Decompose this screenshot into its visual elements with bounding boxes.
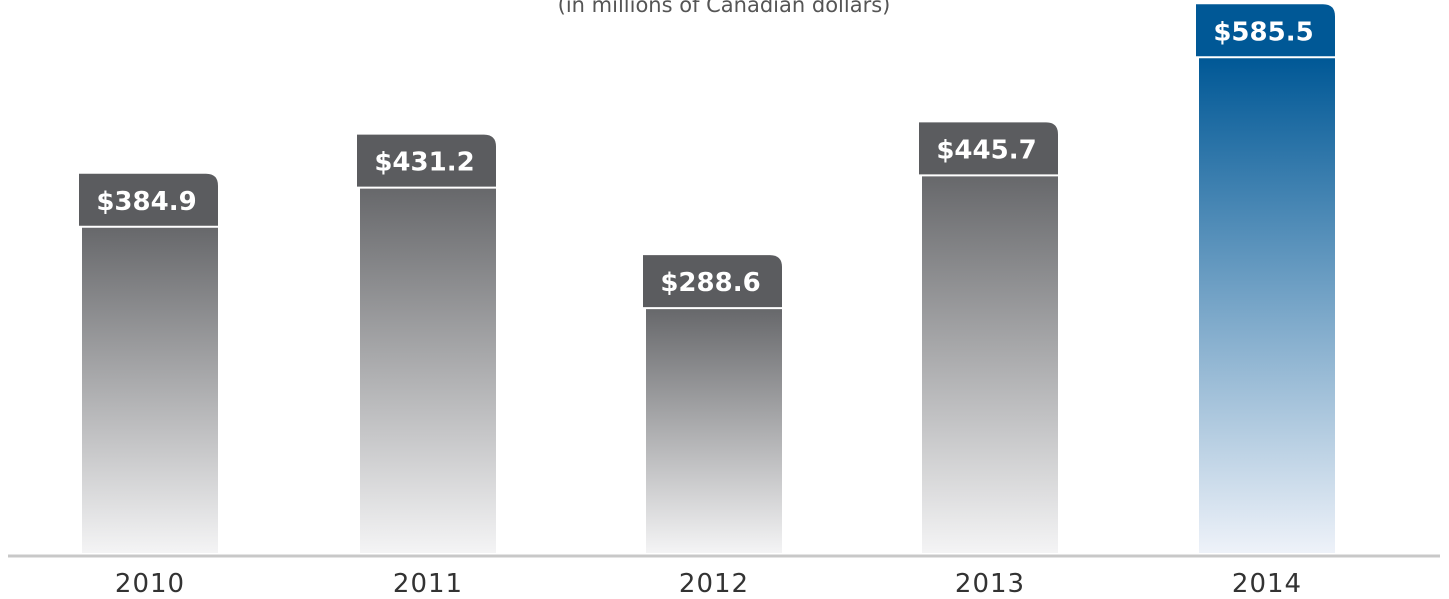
x-tick-label-2012: 2012 (679, 569, 749, 599)
value-label-2012: $288.6 (660, 268, 760, 298)
value-label-2011: $431.2 (374, 148, 474, 178)
x-tick-label-2014: 2014 (1232, 569, 1302, 599)
value-label-bg-2012 (643, 255, 782, 308)
bar-2013 (922, 176, 1058, 554)
value-label-bg-2014 (1196, 4, 1335, 57)
x-axis-labels: 2010 2011 2012 2013 2014 (115, 569, 1302, 599)
value-label-bg-2013 (919, 122, 1058, 175)
x-tick-label-2011: 2011 (393, 569, 463, 599)
bar-2011 (360, 188, 496, 554)
bar-group-2010: $384.9 (79, 173, 218, 553)
value-label-bg-2010 (79, 173, 218, 226)
bars-layer: $384.9 $431.2 $288.6 $445.7 $585.5 (79, 4, 1335, 554)
value-label-bg-2011 (357, 134, 496, 187)
bar-2010 (82, 227, 218, 553)
value-label-2013: $445.7 (936, 135, 1036, 165)
bar-group-2013: $445.7 (919, 122, 1058, 554)
x-tick-label-2010: 2010 (115, 569, 185, 599)
chart-subtitle: (in millions of Canadian dollars) (558, 0, 891, 17)
value-label-2014: $585.5 (1213, 17, 1313, 47)
bar-group-2011: $431.2 (357, 134, 496, 554)
bar-2014 (1199, 58, 1335, 553)
bar-group-2014: $585.5 (1196, 4, 1335, 553)
bar-group-2012: $288.6 (643, 255, 782, 553)
x-tick-label-2013: 2013 (955, 569, 1025, 599)
value-label-2010: $384.9 (96, 187, 196, 217)
bar-2012 (646, 309, 782, 553)
